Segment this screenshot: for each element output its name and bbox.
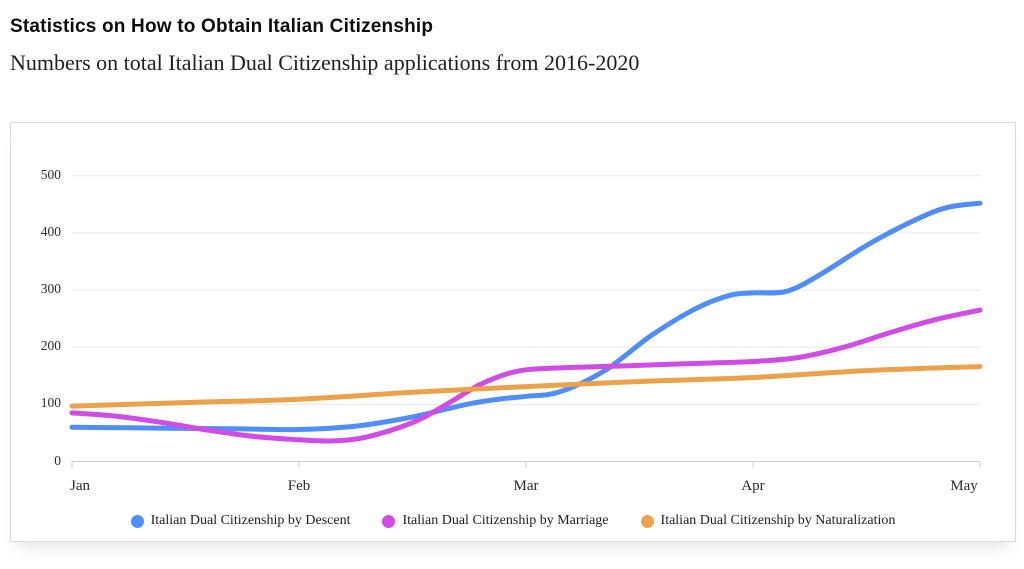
series-line-1 — [69, 307, 983, 444]
y-tick-label-200: 200 — [40, 338, 61, 354]
legend-label: Italian Dual Citizenship by Marriage — [402, 513, 609, 528]
legend-dot-icon — [640, 514, 654, 528]
chart-card: 0 100 200 300 400 500 Jan Feb Mar Apr May Italian… — [10, 122, 1016, 542]
x-tick-label-feb: Feb — [287, 477, 311, 494]
legend-item-0: Italian Dual Citizenship by Descent — [130, 513, 351, 529]
series-line-0 — [69, 200, 983, 433]
series-line-2 — [69, 364, 983, 409]
legend-dot-icon — [382, 514, 396, 528]
y-tick-label-300: 300 — [40, 281, 61, 297]
y-tick-label-0: 0 — [54, 452, 61, 468]
y-tick-label-500: 500 — [40, 166, 61, 182]
legend-dot-icon — [130, 514, 144, 528]
page-title: Statistics on How to Obtain Italian Citi… — [10, 16, 434, 37]
x-tick-label-mar: Mar — [513, 477, 539, 494]
x-tick-label-apr: Apr — [741, 477, 765, 494]
legend-item-1: Italian Dual Citizenship by Marriage — [382, 513, 609, 529]
legend-label: Italian Dual Citizenship by Naturalizati… — [660, 513, 896, 528]
chart-legend: Italian Dual Citizenship by Descent Itali… — [11, 513, 1015, 529]
y-tick-label-100: 100 — [40, 395, 61, 411]
y-tick-label-400: 400 — [40, 223, 61, 239]
page-subtitle: Numbers on total Italian Dual Citizenshi… — [10, 50, 640, 75]
legend-label: Italian Dual Citizenship by Descent — [150, 513, 351, 528]
x-tick-label-may: May — [950, 477, 978, 494]
legend-item-2: Italian Dual Citizenship by Naturalizati… — [640, 513, 896, 529]
line-chart — [69, 175, 983, 468]
x-tick-label-jan: Jan — [70, 477, 90, 494]
